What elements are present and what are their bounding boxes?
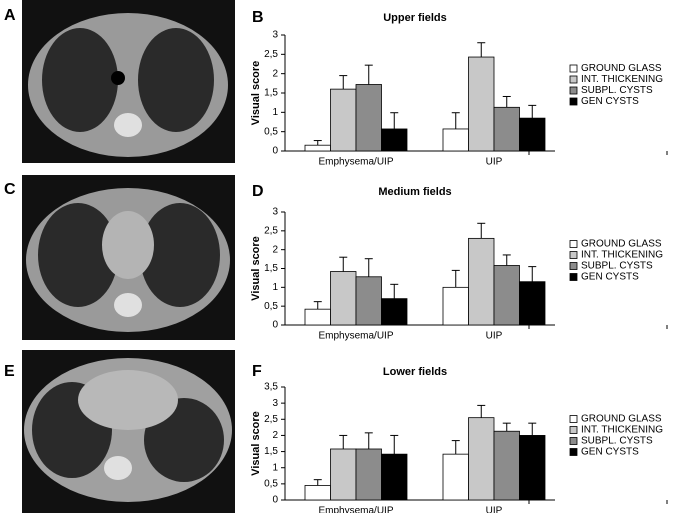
y-tick-label: 3 <box>272 398 278 409</box>
legend-swatch <box>569 97 578 106</box>
legend-label: SUBPL. CYSTS <box>581 436 653 447</box>
y-tick-label: 0 <box>272 320 278 331</box>
y-tick-label: 0,5 <box>264 301 278 312</box>
y-tick-label: 1 <box>272 462 278 473</box>
bar <box>330 88 357 152</box>
legend-label: INT. THICKENING <box>581 74 663 85</box>
panel-letter: C <box>4 181 16 198</box>
y-tick-label: 2 <box>272 244 278 255</box>
y-tick-label: 2,5 <box>264 225 278 236</box>
bar <box>468 417 495 501</box>
y-tick-label: 1,5 <box>264 263 278 274</box>
y-tick-label: 1 <box>272 107 278 118</box>
x-tick-label: Emphysema/UIP <box>318 506 393 513</box>
y-tick-label: 0 <box>272 146 278 157</box>
bar <box>355 448 382 501</box>
y-tick-label: 3 <box>272 30 278 41</box>
legend-label: SUBPL. CYSTS <box>581 85 653 96</box>
bar <box>355 276 382 326</box>
bar <box>381 128 408 152</box>
bar <box>304 485 331 501</box>
panel-letter: D <box>252 183 264 200</box>
ct-image-c <box>22 175 235 340</box>
bar <box>381 298 408 326</box>
x-tick-label: UIP <box>486 331 503 342</box>
legend-swatch <box>569 86 578 95</box>
legend-swatch <box>569 437 578 445</box>
y-tick-label: 2 <box>272 68 278 79</box>
legend-label: GEN CYSTS <box>581 447 639 458</box>
bar <box>519 281 546 326</box>
y-tick-label: 2,5 <box>264 49 278 60</box>
y-tick-label: 1 <box>272 282 278 293</box>
bar <box>381 453 408 501</box>
y-tick-label: 2,5 <box>264 414 278 425</box>
y-axis-label: Visual score <box>250 236 262 301</box>
chart-title: Medium fields <box>378 186 451 198</box>
panel-letter: F <box>252 363 262 380</box>
y-axis-label: Visual score <box>250 61 262 126</box>
bar <box>468 56 495 152</box>
y-tick-label: 2 <box>272 430 278 441</box>
ct-image-e <box>22 350 235 513</box>
bar <box>442 453 469 501</box>
y-tick-label: 0,5 <box>264 126 278 137</box>
legend-label: GEN CYSTS <box>581 96 639 107</box>
y-tick-label: 3,5 <box>264 382 278 393</box>
chart-title: Upper fields <box>383 12 447 24</box>
x-tick-label: Emphysema/UIP <box>318 331 393 342</box>
chart-title: Lower fields <box>383 366 447 378</box>
bar <box>493 430 520 501</box>
legend-swatch <box>569 75 578 84</box>
y-tick-label: 1,5 <box>264 446 278 457</box>
bar <box>493 106 520 152</box>
legend-swatch <box>569 426 578 434</box>
bar <box>304 144 331 152</box>
legend-label: GROUND GLASS <box>581 239 662 250</box>
legend-label: GEN CYSTS <box>581 272 639 283</box>
legend-swatch <box>569 415 578 423</box>
legend-label: INT. THICKENING <box>581 250 663 261</box>
legend-label: SUBPL. CYSTS <box>581 261 653 272</box>
x-tick-label: UIP <box>486 506 503 513</box>
y-axis-label: Visual score <box>250 411 262 476</box>
legend-label: INT. THICKENING <box>581 425 663 436</box>
legend-swatch <box>569 240 578 248</box>
panel-letter: E <box>4 363 15 380</box>
y-tick-label: 1,5 <box>264 88 278 99</box>
bar <box>519 435 546 501</box>
panel-letter: B <box>252 9 264 26</box>
legend-swatch <box>569 448 578 456</box>
bar <box>442 286 469 326</box>
bar <box>442 128 469 152</box>
y-tick-label: 0,5 <box>264 478 278 489</box>
x-tick-label: UIP <box>486 157 503 168</box>
legend-swatch <box>569 273 578 281</box>
panel-letter: A <box>4 7 16 24</box>
bar <box>330 271 357 326</box>
legend-label: GROUND GLASS <box>581 414 662 425</box>
x-tick-label: Emphysema/UIP <box>318 157 393 168</box>
legend-swatch <box>569 251 578 259</box>
bar <box>304 308 331 326</box>
ct-image-a <box>22 0 235 163</box>
legend-swatch <box>569 262 578 270</box>
bar <box>519 117 546 152</box>
bar <box>355 84 382 152</box>
legend-label: GROUND GLASS <box>581 63 662 74</box>
bar <box>468 237 495 326</box>
y-tick-label: 3 <box>272 207 278 218</box>
y-tick-label: 0 <box>272 495 278 506</box>
bar <box>493 265 520 326</box>
bar <box>330 448 357 501</box>
legend-swatch <box>569 64 578 73</box>
